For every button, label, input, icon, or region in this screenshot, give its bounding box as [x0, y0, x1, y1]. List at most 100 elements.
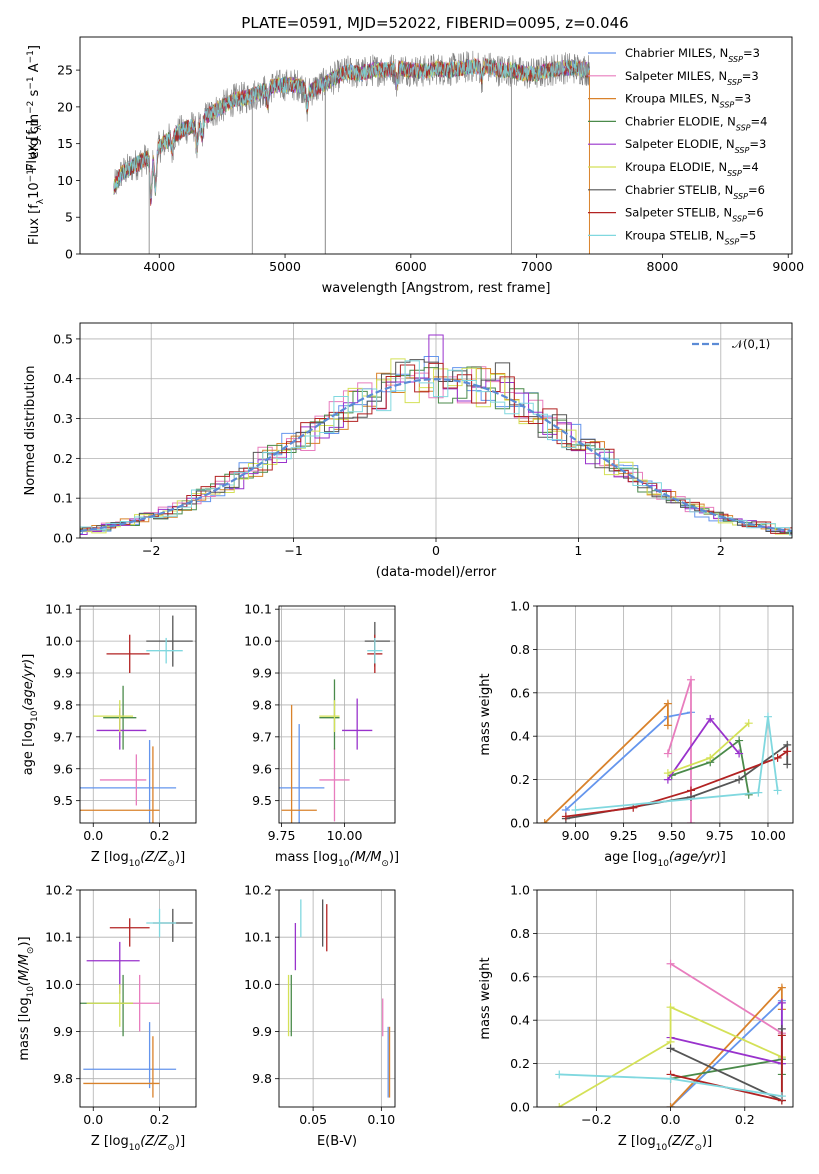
x-tick-label: 4000 — [143, 259, 175, 274]
errorbar-point-1 — [99, 754, 147, 806]
y-tick-label: 20 — [57, 99, 73, 114]
y-tick-label: 0 — [65, 247, 73, 262]
errorbar-point-6 — [364, 621, 390, 667]
errorbar-point-5 — [86, 984, 134, 1027]
errorbar-point-2 — [80, 746, 160, 823]
y-tick-label: 9.5 — [53, 793, 73, 808]
weight-marker — [735, 749, 744, 758]
weight-marker — [686, 786, 695, 795]
y-tick-label: 9.9 — [53, 1024, 73, 1039]
normal-curve — [80, 378, 792, 533]
y-tick-label: 25 — [57, 63, 73, 78]
panel-weight_vs_age: 9.00 9.25 9.50 9.75 10.00 0.0 0.2 0.4 0.6 0.8 1.0 a… — [478, 599, 794, 869]
y-axis-label: mass weight — [478, 957, 493, 1039]
axes-frame — [79, 889, 197, 1108]
y-tick-label: 10.0 — [45, 634, 73, 649]
y-tick-label: 0.0 — [510, 1100, 530, 1115]
plot-area — [80, 615, 193, 823]
x-tick-label: 0.10 — [367, 1112, 395, 1127]
weight-line-8 — [575, 716, 779, 811]
x-tick-label: 8000 — [647, 259, 679, 274]
panel-residuals: −2 −1 0 1 2 0.0 0.1 0.2 0.3 0.4 0.5 (data-model)/er… — [23, 322, 793, 580]
weight-marker — [706, 714, 715, 723]
grid — [537, 605, 793, 824]
weight-line-1 — [670, 963, 783, 1034]
weight-marker — [735, 775, 744, 784]
x-tick-label: 5000 — [269, 259, 301, 274]
errorbar-point-4 — [86, 941, 140, 994]
x-tick-label: 0.0 — [661, 1112, 681, 1127]
errorbar-point-2 — [83, 1036, 160, 1098]
y-tick-label: 10.0 — [45, 977, 73, 992]
x-axis-label: wavelength [Angstrom, rest frame] — [322, 281, 551, 296]
axes-frame — [79, 322, 793, 539]
x-tick-label: 0.2 — [150, 1112, 170, 1127]
y-tick-label: 10.1 — [45, 930, 73, 945]
histogram-series-7 — [80, 362, 792, 534]
x-tick-label: 0.2 — [150, 828, 170, 843]
y-tick-label: 0.3 — [53, 411, 73, 426]
weight-marker — [686, 819, 695, 823]
weight-marker — [744, 719, 753, 728]
legend-normal-label: 𝒩(0,1) — [732, 337, 770, 351]
y-tick-label: 0.2 — [53, 451, 73, 466]
y-tick-label: 9.9 — [252, 1024, 272, 1039]
y-tick-label: 0.2 — [510, 1056, 530, 1071]
errorbar-point-7 — [109, 918, 150, 947]
x-axis-label: E(B-V) — [317, 1134, 357, 1149]
weight-marker — [783, 747, 792, 756]
panel-spectrum: 4000 5000 6000 7000 8000 9000 0 5 10 15 20 25 wavele… — [25, 36, 804, 296]
errorbar-point-0 — [279, 724, 325, 823]
errorbar-point-4 — [96, 708, 147, 750]
weight-line-7 — [565, 750, 788, 818]
weight-marker — [663, 769, 672, 778]
y-axis-label: Normed distribution — [23, 366, 38, 496]
plot-area — [80, 908, 193, 1098]
axes-frame — [278, 889, 396, 1108]
weight-marker — [663, 699, 672, 708]
y-tick-label: 0.1 — [53, 491, 73, 506]
legend-entry-5: Kroupa ELODIE, NSSP=4 — [625, 160, 759, 178]
legend-entry-6: Chabrier STELIB, NSSP=6 — [625, 183, 765, 201]
x-tick-label: 1 — [574, 543, 582, 558]
x-tick-label: 9.75 — [268, 828, 296, 843]
x-tick-label: 9.75 — [706, 828, 734, 843]
plot-area — [279, 621, 390, 823]
y-tick-label: 0.6 — [510, 685, 530, 700]
spectrum-data-line — [113, 50, 590, 200]
y-tick-label: 0.8 — [510, 642, 530, 657]
errorbar-point-8 — [146, 908, 177, 938]
weight-marker — [540, 819, 549, 823]
legend-entry-8: Kroupa STELIB, NSSP=5 — [625, 228, 756, 246]
weight-marker — [663, 749, 672, 758]
y-axis-label: mass [log10(M/M⊙)] — [17, 936, 36, 1060]
histogram-series-8 — [80, 360, 792, 536]
weight-marker — [663, 721, 672, 730]
legend-entry-2: Kroupa MILES, NSSP=3 — [625, 92, 751, 110]
y-tick-label: 9.8 — [53, 697, 73, 712]
panel-age_vs_Z: 0.0 0.2 9.5 9.6 9.7 9.8 9.9 10.0 10.1 Z [log10(Z/… — [21, 602, 197, 869]
plot-area — [80, 334, 792, 536]
plot-area — [113, 50, 590, 254]
weight-marker — [666, 1044, 675, 1053]
x-tick-label: 9.00 — [562, 828, 590, 843]
grid — [279, 889, 395, 1107]
errorbar-point-6 — [146, 615, 193, 667]
weight-line-5 — [667, 722, 750, 774]
weight-marker — [777, 998, 786, 1007]
errorbar-point-0 — [80, 740, 177, 823]
axes-frame — [278, 605, 396, 824]
x-tick-label: 2 — [717, 543, 725, 558]
x-tick-label: −0.2 — [581, 1112, 611, 1127]
errorbar-point-0 — [83, 1022, 177, 1089]
errorbar-point-8 — [367, 637, 383, 664]
y-axis-label: mass weight — [478, 673, 493, 755]
weight-line-2 — [544, 701, 669, 823]
weight-marker — [666, 959, 675, 968]
x-tick-label: 0.0 — [83, 1112, 103, 1127]
weight-line-5 — [558, 1005, 783, 1107]
y-tick-label: 9.8 — [252, 1071, 272, 1086]
y-tick-label: 10.0 — [244, 977, 272, 992]
spectrum-model-8 — [113, 59, 590, 200]
